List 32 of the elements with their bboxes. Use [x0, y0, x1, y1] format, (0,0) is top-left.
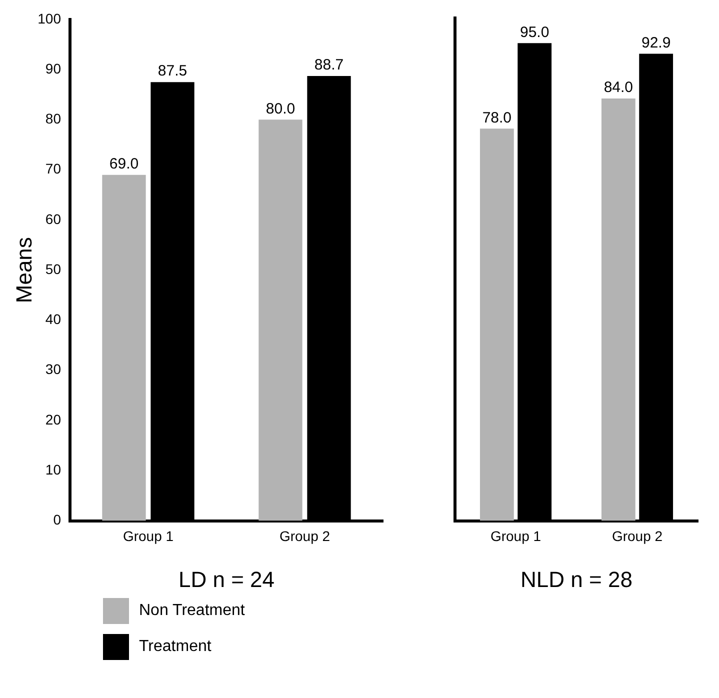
y-tick-label: 20 [45, 411, 62, 428]
x-tick-label: Group 1 [490, 528, 542, 544]
x-tick-label: Group 2 [279, 528, 330, 544]
data-label: 78.0 [482, 109, 512, 126]
legend-label: Non Treatment [139, 602, 245, 620]
data-label: 92.9 [641, 34, 671, 52]
y-tick-label: 40 [45, 311, 62, 328]
data-label: 95.0 [520, 24, 550, 41]
data-label: 69.0 [109, 155, 139, 172]
y-tick-label: 100 [38, 10, 62, 26]
y-tick-label: 60 [45, 210, 62, 227]
data-label: 80.0 [266, 100, 296, 118]
x-axis-title: LD n = 24 [178, 566, 275, 592]
bar [258, 120, 302, 521]
y-tick-label: 50 [45, 260, 62, 277]
x-tick-label: Group 2 [612, 528, 663, 544]
y-tick-label: 0 [53, 512, 62, 528]
y-axis-title: Means [11, 237, 36, 304]
data-label: 87.5 [158, 62, 188, 80]
data-label: 84.0 [604, 79, 634, 96]
y-tick-label: 30 [45, 361, 62, 378]
y-tick-label: 80 [45, 110, 62, 127]
data-label: 88.7 [314, 56, 344, 74]
x-axis-title: NLD n = 28 [520, 566, 632, 592]
y-tick-label: 70 [45, 160, 62, 177]
legend-label: Treatment [139, 638, 212, 656]
x-tick-label: Group 1 [122, 528, 174, 544]
bar [601, 98, 636, 521]
y-tick-label: 90 [45, 60, 62, 76]
y-tick-label: 10 [45, 462, 62, 478]
bar [480, 128, 514, 521]
bar [102, 174, 146, 521]
